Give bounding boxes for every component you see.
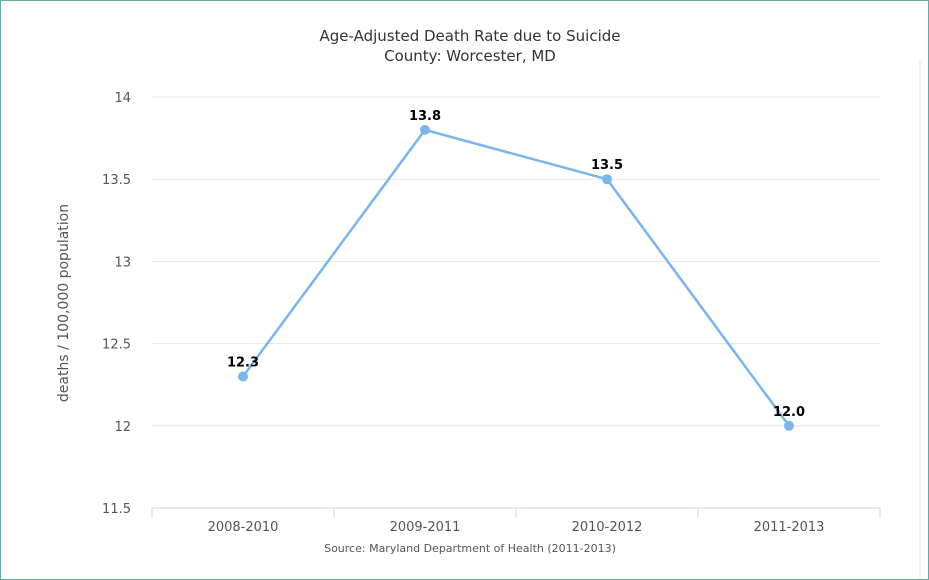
series-line	[238, 124, 794, 431]
data-labels: 12.3 13.8 13.5 12.0	[227, 109, 805, 420]
x-tick-label: 2008-2010	[208, 520, 279, 535]
source-note: Source: Maryland Department of Health (2…	[324, 542, 616, 555]
chart-title: Age-Adjusted Death Rate due to Suicide	[319, 27, 620, 45]
gridlines	[152, 96, 880, 427]
data-label: 13.5	[591, 158, 623, 173]
x-tick-label: 2011-2013	[754, 520, 825, 535]
y-tick-label: 11.5	[102, 502, 131, 517]
y-axis-label: deaths / 100,000 population	[56, 204, 72, 402]
x-axis: 2008-2010 2009-2011 2010-2012 2011-2013	[151, 507, 881, 535]
data-label: 12.3	[227, 355, 259, 370]
y-tick-label: 14	[114, 91, 131, 106]
series-path	[241, 128, 791, 427]
data-label: 13.8	[409, 109, 441, 124]
data-label: 12.0	[773, 405, 805, 420]
chart-subtitle: County: Worcester, MD	[384, 47, 556, 65]
y-tick-label: 13.5	[102, 173, 131, 188]
data-point	[602, 174, 612, 185]
data-point	[238, 371, 248, 382]
y-tick-label: 12.5	[102, 338, 131, 353]
y-tick-label: 12	[114, 420, 131, 435]
y-tick-label: 13	[114, 255, 131, 270]
x-tick-label: 2009-2011	[390, 520, 461, 535]
data-point	[784, 420, 794, 431]
data-point	[420, 124, 430, 135]
x-tick-label: 2010-2012	[572, 520, 643, 535]
y-axis-ticks: 11.5 12 12.5 13 13.5 14	[102, 91, 131, 517]
